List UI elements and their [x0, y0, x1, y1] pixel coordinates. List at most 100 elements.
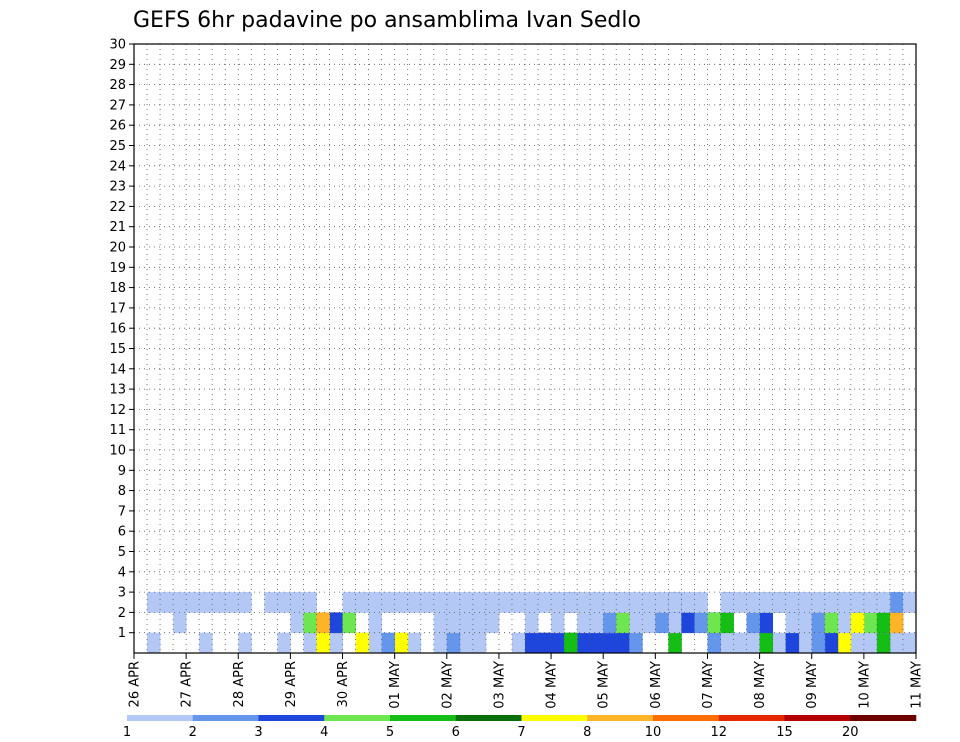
y-tick-label: 23: [109, 180, 126, 195]
heatmap-cell: [433, 612, 448, 634]
heatmap-cell: [603, 632, 617, 654]
heatmap-cell: [173, 592, 187, 613]
heatmap-cell: [863, 592, 878, 613]
heatmap-cell: [160, 592, 174, 613]
heatmap-cell: [368, 612, 383, 634]
heatmap-cell: [577, 592, 591, 613]
heatmap-cell: [720, 612, 734, 634]
x-tick-label: 29 APR: [284, 661, 299, 707]
heatmap-cell: [303, 632, 317, 654]
heatmap-cell: [342, 592, 356, 613]
y-tick-label: 18: [109, 281, 126, 296]
y-tick-label: 21: [109, 220, 126, 235]
y-tick-label: 1: [118, 626, 126, 641]
heatmap-cell: [525, 592, 539, 613]
heatmap-cell: [199, 592, 213, 613]
heatmap-cell: [733, 632, 747, 654]
heatmap-cell: [863, 632, 878, 654]
heatmap-cell: [798, 612, 813, 634]
heatmap-cell: [746, 592, 760, 613]
heatmap-cell: [798, 592, 813, 613]
heatmap-cell: [173, 612, 187, 634]
heatmap-cell: [668, 592, 682, 613]
y-tick-label: 7: [118, 504, 126, 519]
heatmap-cell: [902, 632, 917, 654]
heatmap-cell: [824, 612, 839, 634]
heatmap-cell: [368, 632, 383, 654]
heatmap-cell: [837, 592, 852, 613]
heatmap-cell: [511, 632, 526, 654]
heatmap-cell: [811, 592, 826, 613]
heatmap-cell: [459, 612, 474, 634]
heatmap-cell: [577, 612, 591, 634]
heatmap-cell: [538, 592, 552, 613]
heatmap-cell: [329, 612, 343, 634]
y-tick-label: 28: [109, 78, 126, 93]
legend-label: 15: [776, 725, 793, 740]
y-tick-label: 12: [109, 403, 126, 418]
heatmap-cell: [772, 592, 787, 613]
legend-swatch: [127, 715, 194, 721]
x-tick-label: 04 MAY: [545, 661, 560, 709]
y-tick-label: 5: [118, 545, 126, 560]
heatmap-cell: [772, 632, 787, 654]
heatmap-cell: [876, 612, 891, 634]
y-tick-label: 3: [118, 586, 126, 601]
heatmap-cell: [668, 612, 682, 634]
legend-label: 6: [452, 725, 460, 740]
y-tick-label: 13: [109, 383, 126, 398]
heatmap-cell: [629, 632, 643, 654]
heatmap-cell: [538, 632, 552, 654]
y-tick-label: 25: [109, 139, 126, 154]
heatmap-cell: [590, 612, 604, 634]
x-tick-label: 02 MAY: [440, 661, 455, 709]
heatmap-cell: [694, 592, 708, 613]
heatmap-cell: [368, 592, 383, 613]
heatmap-cell: [472, 592, 487, 613]
heatmap-cell: [212, 592, 226, 613]
x-tick-label: 28 APR: [232, 661, 247, 707]
legend-label: 8: [583, 725, 591, 740]
heatmap-cell: [472, 612, 487, 634]
legend-label: 1: [123, 725, 131, 740]
legend-label: 7: [517, 725, 525, 740]
heatmap-cell: [707, 612, 721, 634]
heatmap-cell: [290, 592, 304, 613]
heatmap-cell: [889, 632, 904, 654]
heatmap-cell: [655, 612, 669, 634]
y-tick-label: 11: [109, 423, 126, 438]
heatmap-cell: [355, 592, 369, 613]
heatmap-cell: [264, 592, 278, 613]
heatmap-cell: [642, 592, 656, 613]
heatmap-cell: [485, 612, 500, 634]
heatmap-cell: [811, 612, 826, 634]
heatmap-cell: [459, 632, 474, 654]
heatmap-cell: [420, 592, 435, 613]
heatmap-cell: [642, 612, 656, 634]
heatmap-cell: [603, 612, 617, 634]
heatmap-cell: [446, 632, 461, 654]
y-tick-label: 2: [118, 606, 126, 621]
x-tick-label: 09 MAY: [805, 661, 820, 709]
heatmap-cell: [837, 632, 852, 654]
heatmap-cell: [277, 632, 291, 654]
y-tick-label: 14: [109, 362, 126, 377]
legend-label: 2: [189, 725, 197, 740]
heatmap-cell: [355, 632, 369, 654]
heatmap-cell: [720, 592, 734, 613]
heatmap-cell: [863, 612, 878, 634]
heatmap-cell: [147, 592, 161, 613]
heatmap-cell: [551, 632, 565, 654]
heatmap-cell: [446, 592, 461, 613]
heatmap-cell: [459, 592, 474, 613]
heatmap-cell: [407, 592, 422, 613]
legend-swatch: [521, 715, 588, 721]
legend-swatch: [258, 715, 325, 721]
y-tick-label: 19: [109, 261, 126, 276]
y-tick-label: 15: [109, 342, 126, 357]
legend-label: 3: [254, 725, 262, 740]
heatmap-cell: [746, 632, 760, 654]
grid-lines: [134, 44, 916, 653]
legend-label: 20: [842, 725, 859, 740]
